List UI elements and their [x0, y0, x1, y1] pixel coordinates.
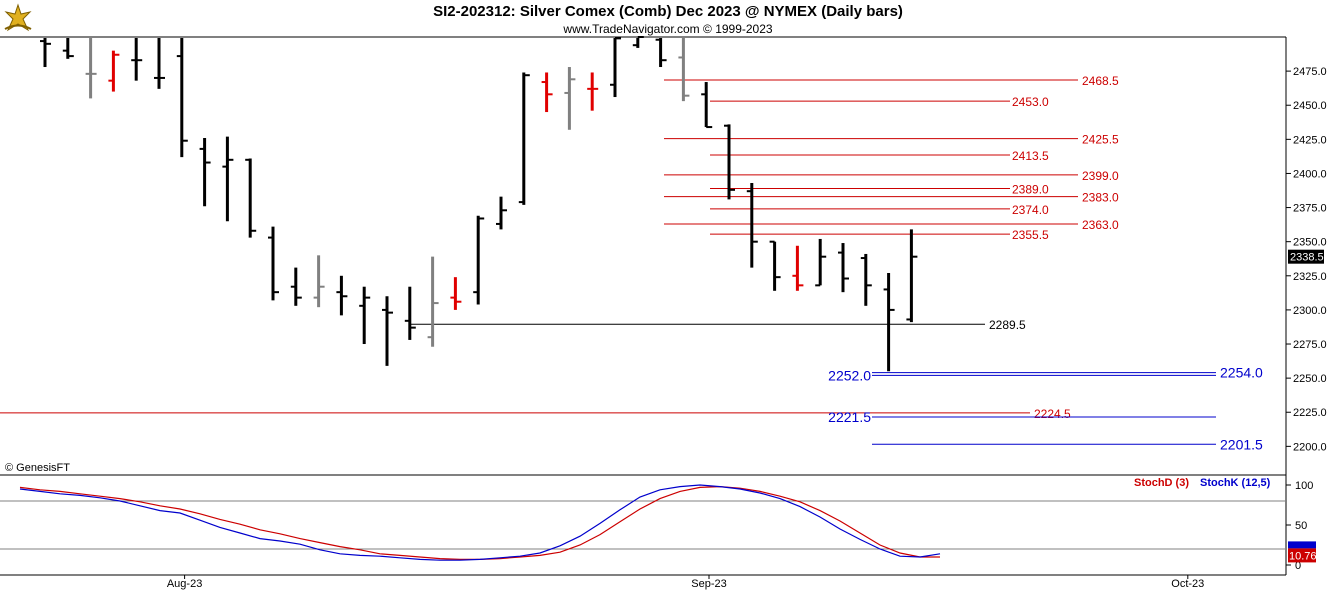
ohlc-bar	[131, 38, 143, 81]
ohlc-bar	[313, 255, 325, 308]
level-label-2363.0: 2363.0	[1082, 218, 1119, 232]
ohlc-bar	[587, 72, 599, 111]
price-y-tick-label: 2425.0	[1293, 134, 1327, 146]
level-label-2254.0: 2254.0	[1220, 365, 1263, 381]
last-price-box	[1288, 249, 1324, 264]
ohlc-bar	[815, 238, 827, 287]
ohlc-bar	[62, 38, 74, 59]
ohlc-bar	[176, 38, 188, 158]
last-price-label: 2338.5	[1290, 252, 1324, 264]
x-tick-label: Oct-23	[1171, 578, 1204, 590]
price-y-tick-label: 2200.0	[1293, 441, 1327, 453]
chart-subtitle: www.TradeNavigator.com © 1999-2023	[563, 22, 773, 36]
ohlc-bar	[701, 82, 713, 129]
level-label-2383.0: 2383.0	[1082, 191, 1119, 205]
level-label-2201.5: 2201.5	[1220, 436, 1263, 452]
ohlc-bar	[199, 137, 211, 207]
price-y-tick-label: 2400.0	[1293, 168, 1327, 180]
level-label-2289.5: 2289.5	[989, 318, 1026, 332]
price-y-tick-label: 2225.0	[1293, 407, 1327, 419]
ohlc-bar	[290, 267, 302, 306]
stoch-d-line	[19, 485, 940, 561]
ohlc-bar	[85, 38, 97, 99]
ohlc-bar	[154, 38, 165, 89]
ohlc-bar	[678, 38, 690, 102]
stoch-y-tick-label: 0	[1295, 560, 1301, 572]
level-label-2453.0: 2453.0	[1012, 95, 1049, 109]
ohlc-bar	[655, 38, 667, 68]
price-y-tick-label: 2300.0	[1293, 305, 1327, 317]
level-label-2221.5: 2221.5	[828, 409, 871, 425]
ohlc-bar	[40, 38, 51, 68]
stoch-k-value-box	[1288, 541, 1316, 549]
ohlc-bar	[473, 215, 485, 305]
copyright-label: © GenesisFT	[5, 462, 70, 474]
ohlc-bar	[883, 273, 895, 372]
ohlc-bar	[222, 136, 234, 222]
logo-icon	[2, 2, 34, 34]
ohlc-bar	[632, 36, 644, 48]
ohlc-bar	[838, 243, 849, 293]
level-label-2389.0: 2389.0	[1012, 182, 1049, 196]
ohlc-bar	[769, 240, 781, 291]
x-tick-label: Aug-23	[167, 578, 202, 590]
ohlc-bar	[906, 229, 918, 323]
ohlc-bar	[268, 226, 279, 301]
level-label-2224.5: 2224.5	[1034, 407, 1071, 421]
level-label-2399.0: 2399.0	[1082, 169, 1119, 183]
ohlc-bar	[792, 245, 804, 291]
stoch-y-tick-label: 100	[1295, 480, 1313, 492]
chart-title: SI2-202312: Silver Comex (Comb) Dec 2023…	[433, 3, 903, 20]
price-y-tick-label: 2375.0	[1293, 203, 1327, 215]
ohlc-bar	[404, 286, 416, 340]
level-label-2413.5: 2413.5	[1012, 149, 1049, 163]
ohlc-bar	[108, 50, 120, 92]
level-label-2252.0: 2252.0	[828, 367, 871, 383]
price-y-tick-label: 2450.0	[1293, 100, 1327, 112]
stoch-d-value-box	[1288, 548, 1316, 563]
ohlc-bar	[724, 124, 735, 200]
level-label-2374.0: 2374.0	[1012, 203, 1049, 217]
level-label-2425.5: 2425.5	[1082, 133, 1119, 147]
stoch-y-tick-label: 50	[1295, 520, 1307, 532]
price-y-tick-label: 2350.0	[1293, 237, 1327, 249]
stoch-k-line	[19, 484, 941, 561]
price-y-tick-label: 2250.0	[1293, 373, 1327, 385]
ohlc-bar	[359, 286, 371, 345]
ohlc-bar	[496, 196, 507, 230]
price-y-tick-label: 2475.0	[1293, 66, 1327, 78]
ohlc-bar	[450, 277, 462, 310]
ohlc-bar	[382, 296, 393, 366]
ohlc-bar	[541, 72, 553, 113]
ohlc-bar	[245, 158, 257, 238]
legend-stoch-d: StochD (3)	[1134, 477, 1189, 489]
legend-stoch-k: StochK (12,5)	[1200, 477, 1271, 489]
stoch-last-value-label: 10.76	[1289, 550, 1317, 562]
ohlc-bar	[746, 183, 758, 268]
price-y-tick-label: 2325.0	[1293, 271, 1327, 283]
level-label-2355.5: 2355.5	[1012, 228, 1049, 242]
ohlc-bar	[860, 253, 872, 306]
ohlc-bar	[518, 72, 530, 205]
ohlc-bar	[336, 275, 348, 316]
ohlc-bar	[427, 256, 439, 347]
ohlc-bar	[564, 67, 576, 130]
level-label-2468.5: 2468.5	[1082, 74, 1119, 88]
price-y-tick-label: 2275.0	[1293, 339, 1327, 351]
x-tick-label: Sep-23	[691, 578, 726, 590]
ohlc-bar	[610, 37, 621, 98]
